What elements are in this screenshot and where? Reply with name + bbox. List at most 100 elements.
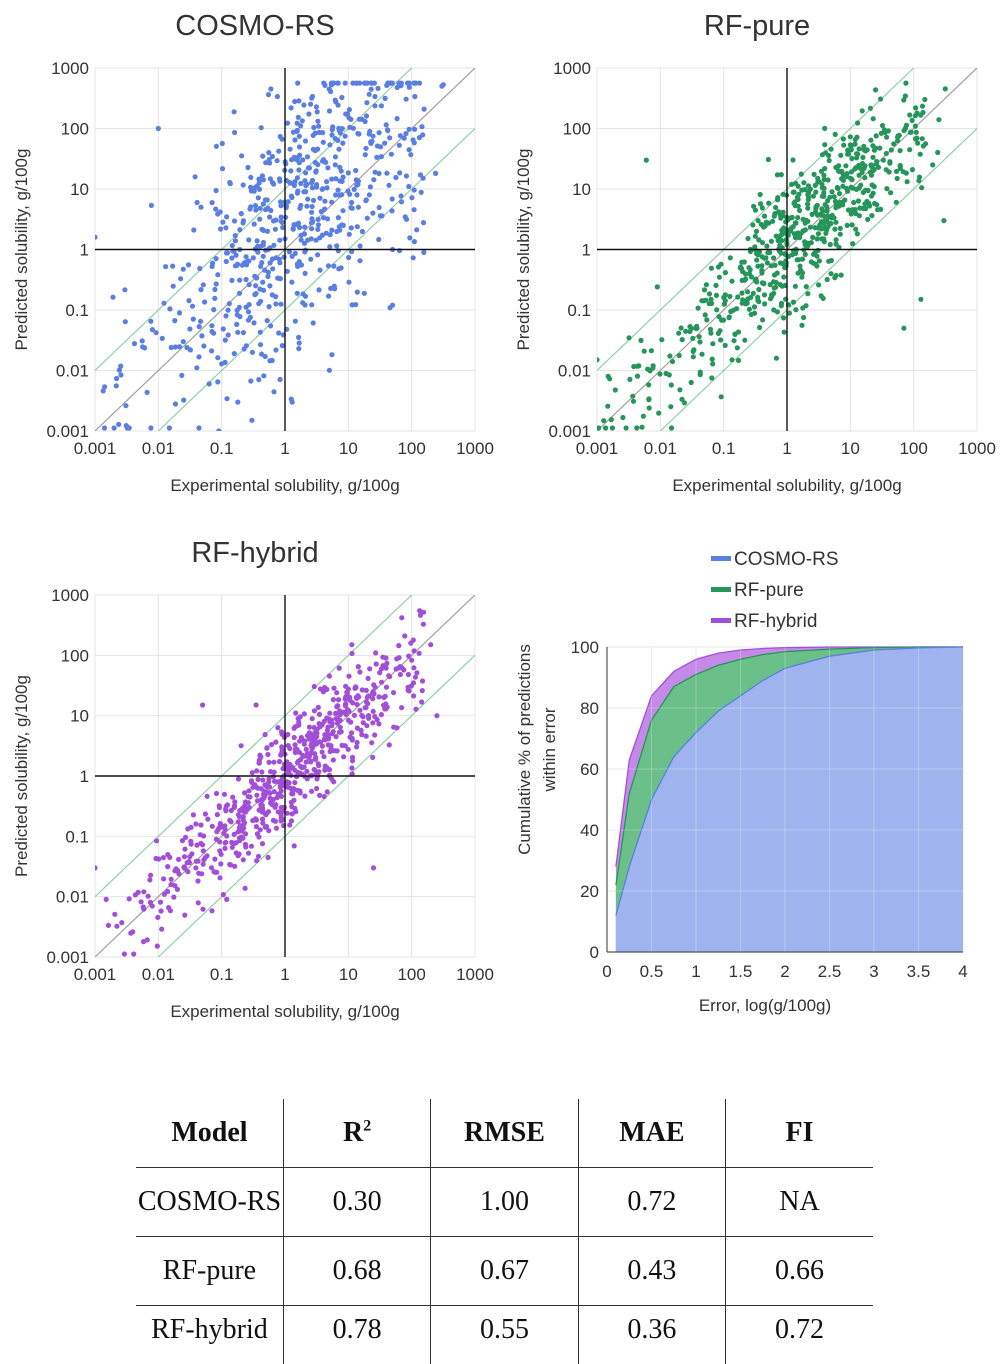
header-r2: R2	[283, 1099, 430, 1168]
data-point	[186, 298, 191, 303]
data-point	[420, 132, 425, 137]
data-point	[644, 158, 649, 163]
data-point	[854, 135, 859, 140]
data-point	[169, 877, 174, 882]
data-point	[246, 237, 251, 242]
data-point	[252, 274, 257, 279]
data-point	[833, 199, 838, 204]
data-point	[318, 268, 323, 273]
data-point	[317, 793, 322, 798]
data-point	[259, 769, 264, 774]
data-point	[356, 205, 361, 210]
data-point	[779, 172, 784, 177]
cell-r2: 0.78	[283, 1306, 430, 1364]
data-point	[668, 404, 673, 409]
data-point	[302, 231, 307, 236]
data-point	[365, 216, 370, 221]
data-point	[384, 171, 389, 176]
data-point	[276, 330, 281, 335]
data-point	[254, 793, 259, 798]
data-point	[282, 806, 287, 811]
data-point	[843, 163, 848, 168]
data-point	[813, 225, 818, 230]
data-point	[308, 102, 313, 107]
data-point	[428, 642, 433, 647]
data-point	[634, 425, 639, 430]
data-point	[286, 743, 291, 748]
data-point	[322, 199, 327, 204]
data-point	[796, 204, 801, 209]
x-tick-label: 1	[782, 439, 791, 458]
data-point	[354, 177, 359, 182]
data-point	[713, 283, 718, 288]
data-point	[781, 210, 786, 215]
data-point	[419, 190, 424, 195]
data-point	[229, 278, 234, 283]
data-point	[234, 850, 239, 855]
x-axis-label: Experimental solubility, g/100g	[672, 476, 901, 495]
data-point	[155, 915, 160, 920]
data-point	[774, 234, 779, 239]
data-point	[868, 106, 873, 111]
data-point	[853, 207, 858, 212]
data-point	[781, 225, 786, 230]
y-tick-label: 0.01	[558, 362, 591, 381]
data-point	[390, 196, 395, 201]
y-tick-label: 0.1	[65, 827, 89, 846]
data-point	[922, 97, 927, 102]
data-point	[768, 296, 773, 301]
data-point	[92, 235, 97, 240]
table-header-row: Model R2 RMSE MAE FI	[136, 1099, 873, 1168]
data-point	[383, 694, 388, 699]
data-point	[819, 293, 824, 298]
y-axis-label: Cumulative % of predictions	[515, 644, 534, 855]
data-point	[849, 185, 854, 190]
x-tick-label: 0.5	[640, 962, 664, 981]
data-point	[646, 396, 651, 401]
data-point	[201, 282, 206, 287]
data-point	[141, 889, 146, 894]
data-point	[656, 411, 661, 416]
data-point	[408, 152, 413, 157]
data-point	[357, 117, 362, 122]
data-point	[236, 819, 241, 824]
data-point	[217, 839, 222, 844]
data-point	[382, 141, 387, 146]
data-point	[264, 746, 269, 751]
data-point	[257, 217, 262, 222]
data-point	[850, 222, 855, 227]
y-tick-label: 60	[580, 760, 599, 779]
x-tick-label: 1	[280, 965, 289, 984]
data-point	[260, 777, 265, 782]
data-point	[749, 274, 754, 279]
data-point	[302, 742, 307, 747]
data-point	[412, 239, 417, 244]
data-point	[145, 390, 150, 395]
data-point	[191, 227, 196, 232]
data-point	[215, 812, 220, 817]
data-point	[324, 179, 329, 184]
data-point	[747, 307, 752, 312]
x-tick-label: 3	[869, 962, 878, 981]
data-point	[816, 231, 821, 236]
data-point	[791, 190, 796, 195]
data-point	[697, 334, 702, 339]
data-point	[334, 229, 339, 234]
data-point	[870, 155, 875, 160]
data-point	[812, 250, 817, 255]
data-point	[110, 295, 115, 300]
data-point	[419, 699, 424, 704]
x-tick-label: 0.001	[74, 965, 117, 984]
data-point	[799, 323, 804, 328]
header-mae: MAE	[578, 1099, 725, 1168]
data-point	[828, 242, 833, 247]
data-point	[710, 357, 715, 362]
data-point	[254, 824, 259, 829]
data-point	[252, 292, 257, 297]
data-point	[360, 229, 365, 234]
data-point	[315, 109, 320, 114]
data-point	[314, 185, 319, 190]
data-point	[336, 147, 341, 152]
data-point	[246, 788, 251, 793]
x-tick-label: 0.01	[644, 439, 677, 458]
